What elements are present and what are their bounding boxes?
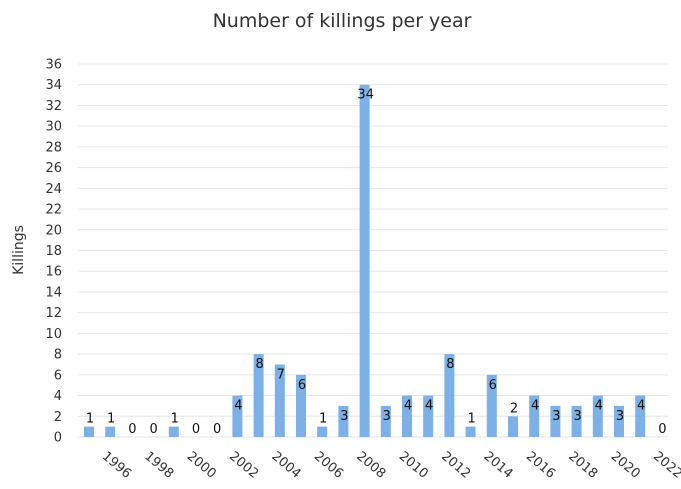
x-tick-label: 2002	[226, 449, 261, 482]
bar-2020	[614, 405, 624, 437]
chart-title: Number of killings per year	[213, 10, 472, 32]
y-tick-label: 28	[45, 140, 62, 155]
y-tick-label: 34	[45, 78, 62, 93]
x-tick-label: 1998	[141, 449, 176, 482]
y-tick-label: 10	[45, 327, 62, 342]
bar-2016	[529, 395, 540, 437]
bar-2012	[444, 354, 455, 437]
x-tick-label: 2018	[565, 449, 600, 482]
data-label-2017: 3	[552, 409, 560, 424]
bar-2018	[571, 405, 582, 437]
y-tick-label: 24	[45, 182, 62, 197]
y-tick-label: 22	[45, 203, 62, 218]
grid-lines	[78, 63, 668, 438]
data-label-2005: 6	[298, 378, 306, 393]
bar-2015	[508, 416, 518, 437]
data-label-2000: 0	[192, 422, 200, 437]
data-label-1999: 1	[171, 412, 179, 427]
data-label-2012: 8	[446, 357, 454, 372]
data-label-2008: 34	[357, 88, 374, 103]
data-label-2015: 2	[510, 401, 518, 416]
y-tick-label: 16	[45, 265, 62, 280]
data-label-2016: 4	[531, 399, 539, 414]
bar-2005	[296, 374, 306, 437]
bars	[84, 84, 646, 437]
bar-2019	[592, 395, 603, 437]
bar-2013	[465, 426, 476, 437]
y-tick-label: 12	[45, 306, 62, 321]
y-tick-label: 32	[45, 99, 62, 114]
data-label-1996: 1	[107, 412, 115, 427]
bar-1995	[84, 426, 94, 437]
bar-2006	[317, 426, 328, 437]
data-label-2007: 3	[340, 409, 348, 424]
bar-2014	[486, 374, 497, 437]
data-label-2001: 0	[213, 422, 221, 437]
data-label-2010: 4	[404, 399, 412, 414]
data-label-2004: 7	[277, 367, 285, 382]
x-tick-label: 2014	[481, 449, 516, 482]
x-tick-label: 2010	[396, 449, 431, 482]
data-label-2014: 6	[489, 378, 497, 393]
data-label-2002: 4	[234, 399, 242, 414]
bar-2007	[338, 405, 349, 437]
bar-2021	[635, 395, 646, 437]
y-tick-label: 18	[45, 244, 62, 259]
bar-2011	[423, 395, 434, 437]
y-tick-label: 30	[45, 120, 62, 135]
data-label-2006: 1	[319, 412, 327, 427]
data-label-2019: 4	[595, 399, 603, 414]
bar-1996	[105, 426, 116, 437]
y-tick-label: 26	[45, 161, 62, 176]
data-label-2009: 3	[383, 409, 391, 424]
data-label-2021: 4	[637, 399, 645, 414]
bar-2003	[253, 354, 264, 437]
y-axis-label: Killings	[11, 225, 27, 275]
x-tick-label: 2006	[311, 449, 346, 482]
x-tick-label: 1996	[99, 449, 134, 482]
bar-2004	[274, 364, 285, 437]
x-axis-ticks: 1996 1998 2000 2002 2004 2006 2008 2010 2012 2014…	[99, 449, 681, 482]
data-label-1997: 0	[128, 422, 136, 437]
x-tick-label: 2008	[353, 449, 388, 482]
x-tick-label: 2004	[269, 449, 304, 482]
data-label-2003: 8	[255, 357, 263, 372]
bar-1999	[168, 426, 179, 437]
x-tick-label: 2020	[608, 449, 643, 482]
data-label-2011: 4	[425, 399, 433, 414]
data-label-2013: 1	[467, 412, 475, 427]
data-label-2018: 3	[573, 409, 581, 424]
y-tick-label: 4	[54, 389, 62, 404]
y-tick-label: 6	[54, 368, 62, 383]
bar-2002	[232, 395, 243, 437]
data-label-1995: 1	[86, 412, 94, 427]
bar-2017	[550, 405, 561, 437]
y-tick-label: 14	[45, 285, 62, 300]
data-label-2020: 3	[616, 409, 624, 424]
bar-2009	[380, 405, 391, 437]
data-label-1998: 0	[149, 422, 157, 437]
x-tick-label: 2022	[650, 449, 681, 482]
x-tick-label: 2016	[523, 449, 558, 482]
y-tick-label: 8	[54, 348, 62, 363]
bar-2010	[402, 395, 412, 437]
data-label-2022: 0	[658, 422, 666, 437]
x-tick-label: 2012	[438, 449, 473, 482]
x-tick-label: 2000	[184, 449, 219, 482]
y-tick-label: 36	[45, 58, 62, 73]
bar-2008	[359, 84, 370, 437]
y-tick-label: 0	[54, 431, 62, 446]
y-tick-label: 2	[54, 410, 62, 425]
y-tick-label: 20	[45, 223, 62, 238]
